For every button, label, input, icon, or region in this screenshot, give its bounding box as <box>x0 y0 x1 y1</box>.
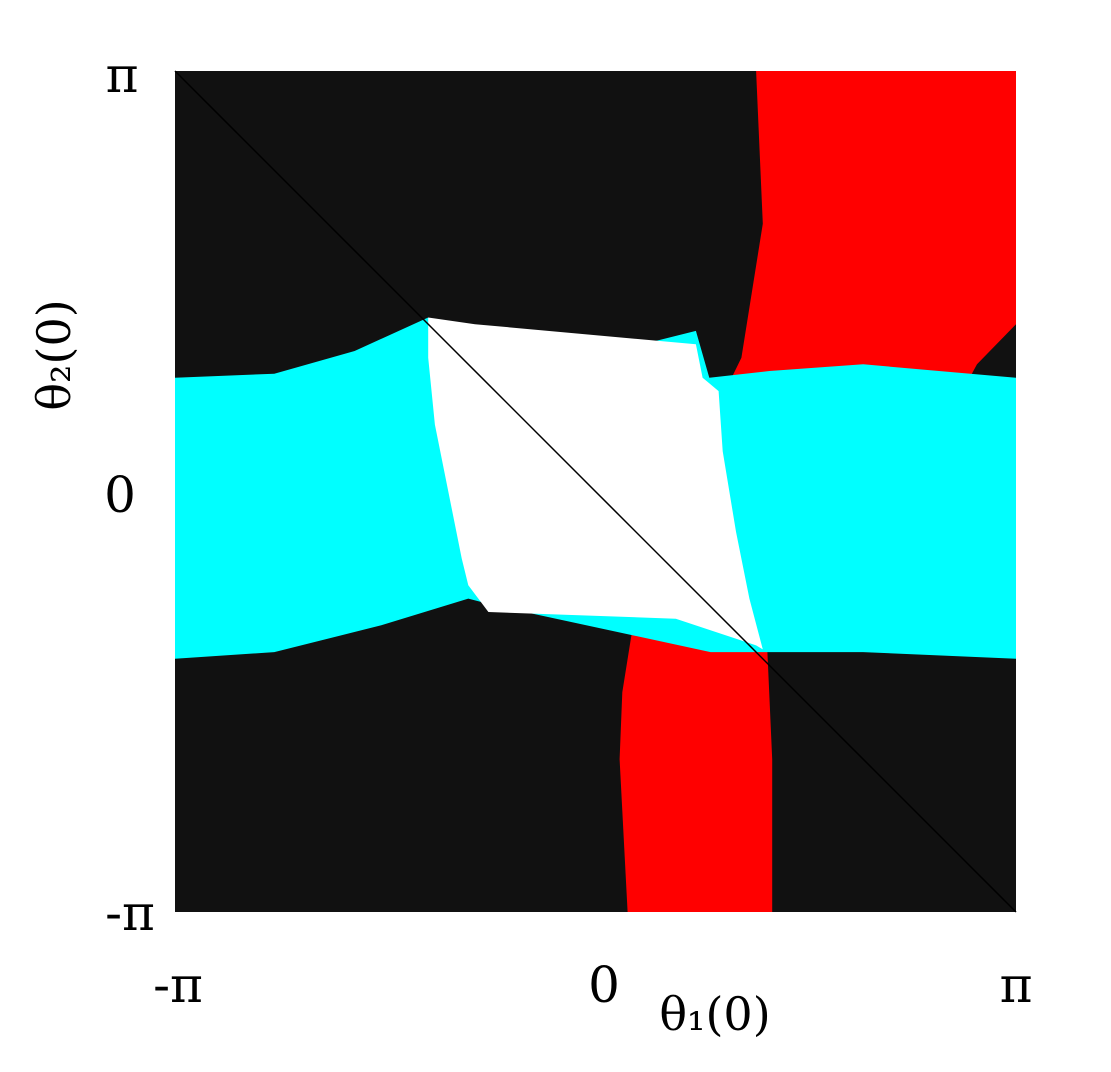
y-axis-label: θ₂(0) <box>27 299 81 410</box>
diagonal-line <box>174 70 1017 913</box>
y-tick-label-top: π <box>106 46 139 104</box>
x-tick-label-right: π <box>1000 956 1033 1014</box>
x-axis-label: θ₁(0) <box>659 987 770 1041</box>
y-tick-label-middle: 0 <box>104 466 136 524</box>
y-tick-label-bottom: -π <box>105 884 155 942</box>
x-tick-label-middle: 0 <box>588 956 620 1014</box>
x-tick-label-left: -π <box>153 956 203 1014</box>
center-region <box>428 317 763 650</box>
plot-area <box>174 70 1017 913</box>
